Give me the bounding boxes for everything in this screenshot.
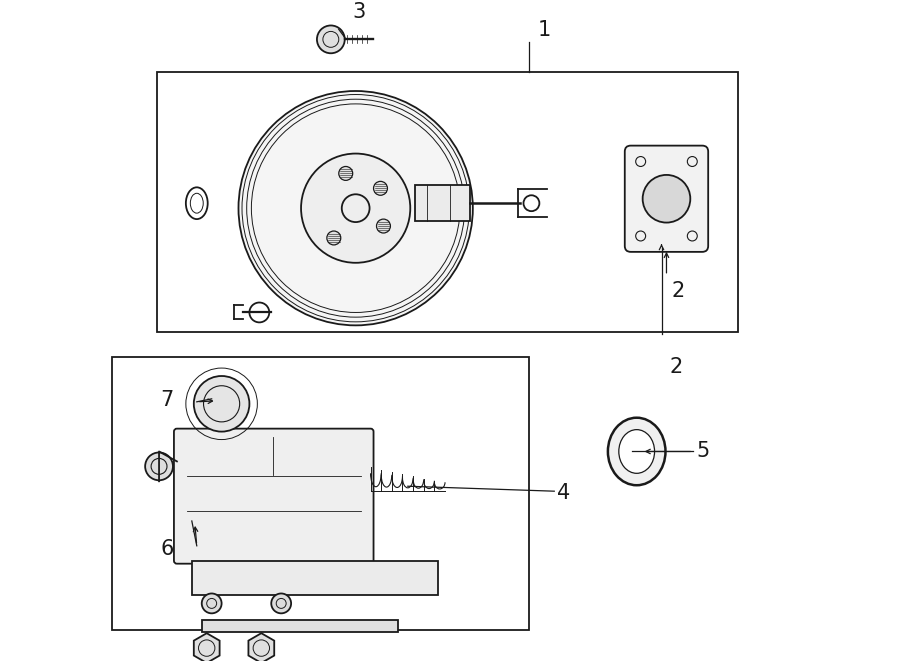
Text: 2: 2 <box>670 357 683 377</box>
Text: 4: 4 <box>557 483 571 503</box>
Bar <box>192 561 438 596</box>
Text: 6: 6 <box>160 539 174 559</box>
Text: 2: 2 <box>671 281 685 301</box>
Circle shape <box>238 91 472 325</box>
Circle shape <box>301 153 410 263</box>
Bar <box>415 185 470 221</box>
Circle shape <box>338 167 353 180</box>
Polygon shape <box>194 633 220 661</box>
FancyBboxPatch shape <box>174 428 374 564</box>
Text: 1: 1 <box>537 20 551 40</box>
Circle shape <box>374 181 387 195</box>
Circle shape <box>194 376 249 432</box>
Circle shape <box>271 594 291 613</box>
Circle shape <box>376 219 391 233</box>
Polygon shape <box>248 633 274 661</box>
Text: 7: 7 <box>161 390 174 410</box>
Bar <box>112 357 529 630</box>
Ellipse shape <box>619 430 654 473</box>
Text: 5: 5 <box>697 442 709 461</box>
Circle shape <box>202 594 221 613</box>
Text: 3: 3 <box>353 1 366 22</box>
Ellipse shape <box>608 418 665 485</box>
Circle shape <box>643 175 690 223</box>
Circle shape <box>145 453 173 481</box>
FancyBboxPatch shape <box>625 145 708 252</box>
Circle shape <box>317 26 345 54</box>
Bar <box>158 72 738 332</box>
Circle shape <box>327 231 341 245</box>
Bar <box>202 620 399 632</box>
